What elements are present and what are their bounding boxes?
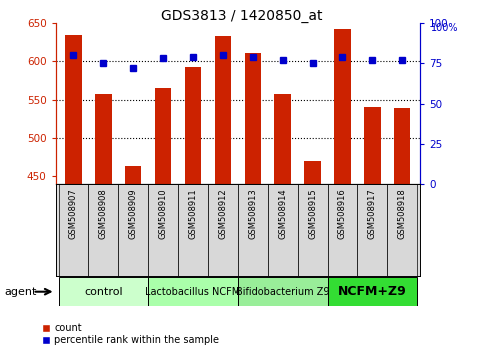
- Bar: [304, 161, 321, 184]
- Text: agent: agent: [5, 287, 37, 297]
- Text: GDS3813 / 1420850_at: GDS3813 / 1420850_at: [161, 9, 322, 23]
- Text: GSM508909: GSM508909: [129, 189, 138, 239]
- Bar: [65, 35, 82, 184]
- Text: control: control: [84, 287, 123, 297]
- Bar: [178, 184, 208, 276]
- Bar: [155, 88, 171, 184]
- Bar: [238, 277, 327, 306]
- Text: GSM508916: GSM508916: [338, 189, 347, 239]
- Bar: [215, 36, 231, 184]
- Bar: [334, 29, 351, 184]
- Bar: [185, 68, 201, 184]
- Bar: [238, 184, 268, 276]
- Text: GSM508910: GSM508910: [158, 189, 168, 239]
- Text: GSM508914: GSM508914: [278, 189, 287, 239]
- Text: GSM508915: GSM508915: [308, 189, 317, 239]
- Text: GSM508911: GSM508911: [188, 189, 198, 239]
- Text: GSM508907: GSM508907: [69, 189, 78, 239]
- Bar: [268, 184, 298, 276]
- Text: GSM508908: GSM508908: [99, 189, 108, 239]
- Text: Bifidobacterium Z9: Bifidobacterium Z9: [236, 287, 329, 297]
- Legend: count, percentile rank within the sample: count, percentile rank within the sample: [39, 319, 223, 349]
- Bar: [327, 277, 417, 306]
- Text: GSM508913: GSM508913: [248, 189, 257, 239]
- Text: GSM508912: GSM508912: [218, 189, 227, 239]
- Bar: [58, 277, 148, 306]
- Bar: [148, 277, 238, 306]
- Text: 100%: 100%: [431, 23, 459, 33]
- Bar: [118, 184, 148, 276]
- Text: GSM508918: GSM508918: [398, 189, 407, 239]
- Bar: [357, 184, 387, 276]
- Bar: [125, 166, 142, 184]
- Bar: [298, 184, 327, 276]
- Text: NCFM+Z9: NCFM+Z9: [338, 285, 407, 298]
- Bar: [244, 53, 261, 184]
- Bar: [208, 184, 238, 276]
- Bar: [148, 184, 178, 276]
- Bar: [327, 184, 357, 276]
- Text: GSM508917: GSM508917: [368, 189, 377, 239]
- Bar: [364, 107, 381, 184]
- Bar: [387, 184, 417, 276]
- Bar: [95, 95, 112, 184]
- Bar: [274, 93, 291, 184]
- Bar: [88, 184, 118, 276]
- Bar: [394, 108, 411, 184]
- Text: Lactobacillus NCFM: Lactobacillus NCFM: [145, 287, 241, 297]
- Bar: [58, 184, 88, 276]
